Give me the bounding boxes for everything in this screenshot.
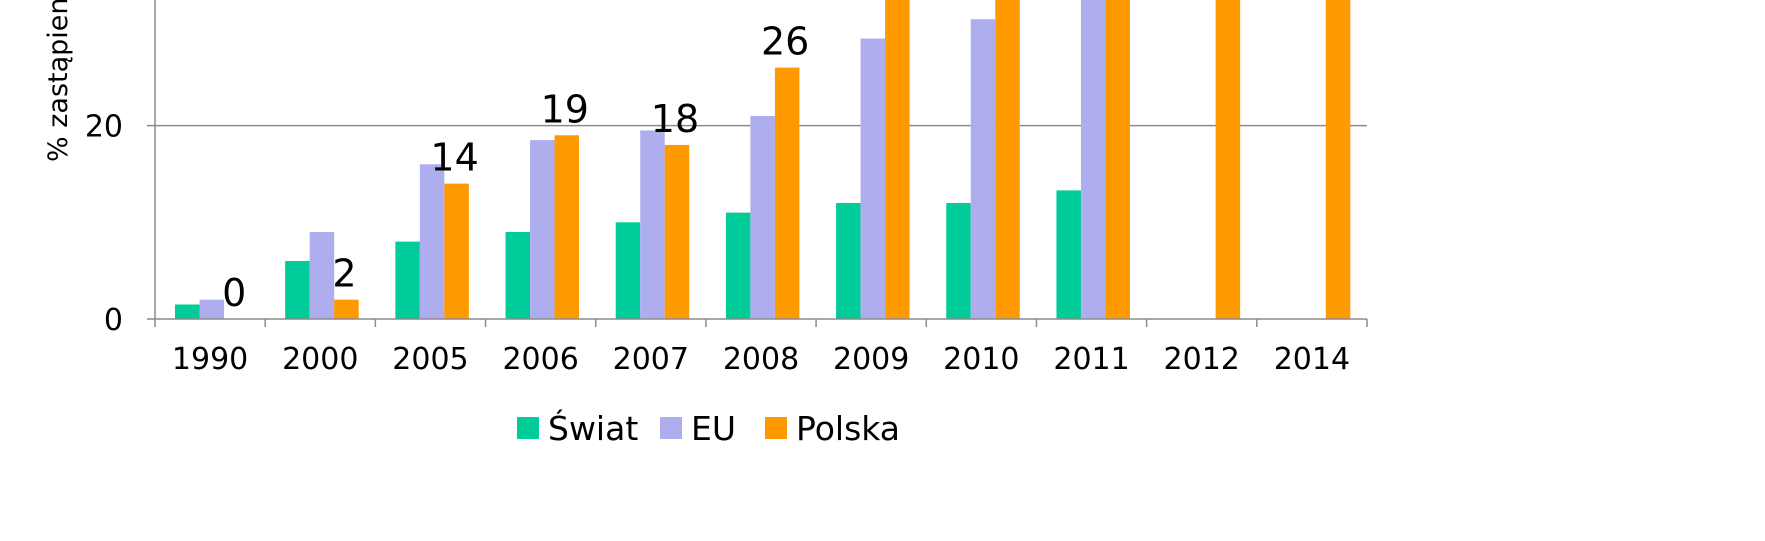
data-label: 18 — [651, 97, 699, 141]
bar-polska-2010 — [995, 0, 1020, 319]
bar-świat-2000 — [285, 260, 310, 319]
data-label: 19 — [541, 87, 589, 131]
bar-eu-2000 — [309, 231, 335, 319]
x-tick-label: 2006 — [502, 342, 578, 377]
bar-świat-2008 — [725, 212, 751, 319]
data-label: 26 — [761, 20, 809, 64]
bar-eu-2007 — [640, 130, 665, 319]
x-tick-label: 2011 — [1053, 342, 1129, 377]
legend-label: Polska — [796, 409, 900, 448]
bar-eu-2005 — [419, 164, 445, 319]
bar-świat-2010 — [946, 202, 971, 319]
bar-eu-2006 — [530, 140, 555, 319]
bar-świat-2005 — [395, 241, 420, 319]
x-tick-label: 2010 — [943, 342, 1019, 377]
bar-eu-2009 — [860, 38, 886, 319]
bar-polska-2000 — [334, 299, 359, 319]
x-tick-label: 2009 — [833, 342, 909, 377]
x-tick-label: 2014 — [1274, 342, 1350, 377]
legend: Świat EU Polska — [517, 408, 900, 448]
legend-label: Świat — [548, 408, 638, 448]
x-tick-label: 2005 — [392, 342, 468, 377]
data-label: 0 — [222, 271, 246, 315]
data-label: 2 — [332, 252, 356, 296]
bar-polska-2007 — [664, 144, 690, 319]
bar-eu-1990 — [199, 299, 224, 319]
bar-polska-2006 — [554, 135, 580, 319]
bar-polska-2012 — [1215, 0, 1241, 319]
data-label: 14 — [430, 136, 478, 180]
legend-swatch-polska — [765, 417, 787, 439]
bar-polska-2011 — [1105, 0, 1130, 319]
bar-polska-2005 — [444, 183, 469, 319]
legend-swatch-świat — [517, 417, 539, 439]
bar-świat-2006 — [505, 231, 531, 319]
bars — [175, 0, 1351, 320]
bar-świat-1990 — [175, 304, 200, 319]
bar-eu-2008 — [750, 115, 775, 320]
bar-świat-2007 — [615, 222, 641, 319]
legend-label: EU — [691, 409, 736, 448]
bar-świat-2011 — [1056, 190, 1081, 319]
bar-świat-2009 — [836, 202, 861, 319]
x-tick-label: 1990 — [172, 342, 248, 377]
x-tick-label: 2007 — [613, 342, 689, 377]
bar-polska-2008 — [774, 67, 800, 319]
y-tick-label: 20 — [85, 110, 123, 145]
bar-polska-2009 — [885, 0, 910, 319]
y-axis-title: % zastąpieni — [43, 0, 74, 162]
x-tick-label: 2000 — [282, 342, 358, 377]
data-labels: 0 2 14 19 18 26 — [222, 20, 809, 315]
bar-eu-2010 — [970, 19, 996, 319]
y-tick-label: 0 — [104, 303, 123, 338]
bar-polska-2014 — [1325, 0, 1351, 319]
legend-swatch-eu — [660, 417, 682, 439]
x-tick-label: 2008 — [723, 342, 799, 377]
x-tick-label: 2012 — [1164, 342, 1240, 377]
bar-eu-2011 — [1080, 0, 1106, 319]
